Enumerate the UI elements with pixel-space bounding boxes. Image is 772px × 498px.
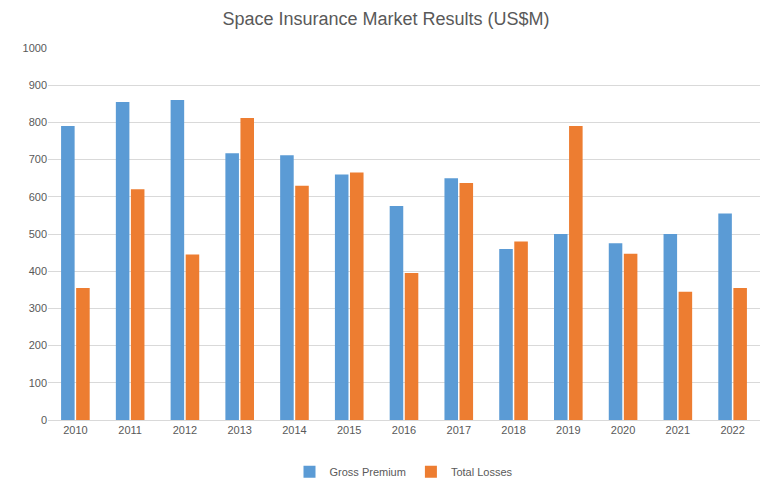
svg-text:Gross Premium: Gross Premium [330, 466, 406, 478]
svg-text:200: 200 [29, 339, 47, 351]
svg-text:2016: 2016 [392, 424, 416, 436]
svg-text:0: 0 [41, 414, 47, 426]
svg-text:2021: 2021 [666, 424, 690, 436]
svg-text:2013: 2013 [227, 424, 251, 436]
svg-text:2020: 2020 [611, 424, 635, 436]
svg-text:300: 300 [29, 302, 47, 314]
svg-text:2022: 2022 [720, 424, 744, 436]
svg-text:2015: 2015 [337, 424, 361, 436]
svg-text:900: 900 [29, 79, 47, 91]
svg-text:600: 600 [29, 191, 47, 203]
svg-text:500: 500 [29, 228, 47, 240]
svg-text:2017: 2017 [447, 424, 471, 436]
svg-text:700: 700 [29, 153, 47, 165]
svg-text:2014: 2014 [282, 424, 306, 436]
svg-text:Total Losses: Total Losses [451, 466, 513, 478]
svg-text:Space Insurance Market Results: Space Insurance Market Results (US$M) [222, 9, 549, 29]
svg-text:1000: 1000 [23, 42, 47, 54]
svg-text:2019: 2019 [556, 424, 580, 436]
svg-text:800: 800 [29, 116, 47, 128]
svg-text:2012: 2012 [173, 424, 197, 436]
svg-text:2018: 2018 [501, 424, 525, 436]
svg-text:2011: 2011 [118, 424, 142, 436]
svg-text:400: 400 [29, 265, 47, 277]
svg-text:2010: 2010 [63, 424, 87, 436]
svg-text:100: 100 [29, 377, 47, 389]
